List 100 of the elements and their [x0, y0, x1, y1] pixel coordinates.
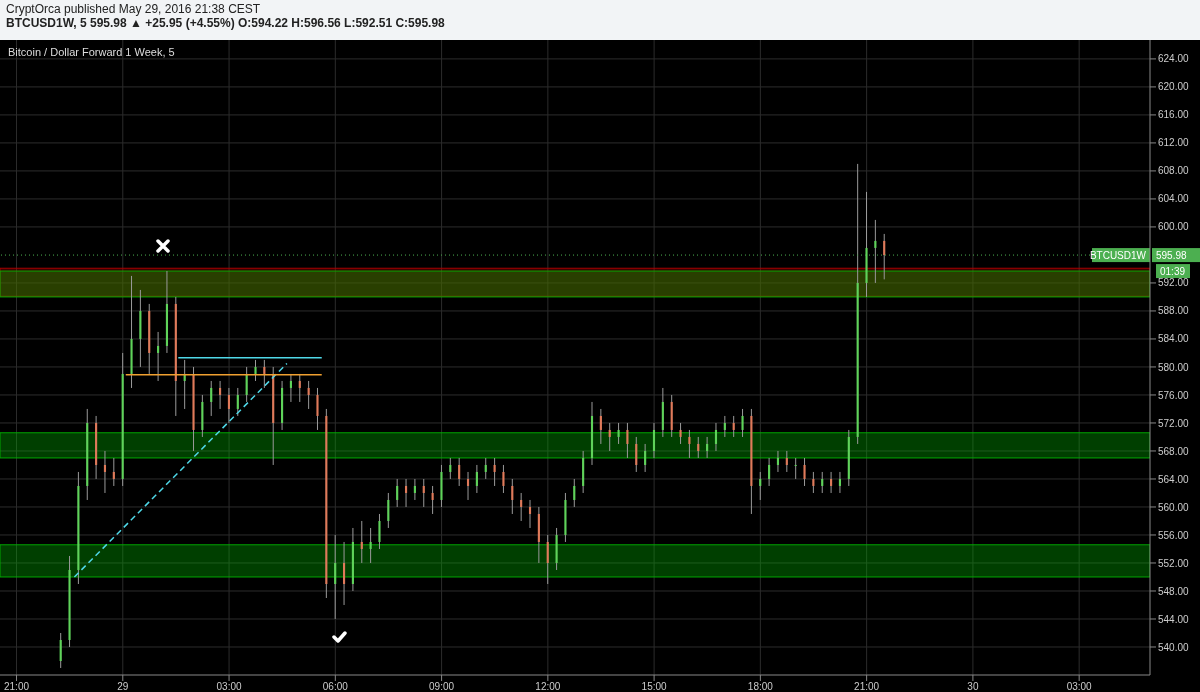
candlestick [573, 478, 576, 508]
candlestick [378, 513, 381, 550]
candlestick [741, 408, 744, 438]
candlestick [803, 457, 806, 487]
y-tick-label: 576.00 [1158, 389, 1190, 401]
x-tick-label: 12:00 [535, 681, 561, 692]
candlestick [617, 422, 620, 445]
candlestick [706, 436, 709, 459]
y-tick-label: 548.00 [1158, 585, 1190, 597]
candlestick [466, 471, 470, 501]
y-tick-label: 540.00 [1158, 641, 1190, 653]
y-tick-label: 572.00 [1158, 417, 1190, 429]
x-tick-label: 06:00 [322, 681, 349, 692]
y-tick-label: 564.00 [1158, 473, 1190, 485]
candlestick [475, 464, 478, 494]
y-tick-label: 588.00 [1158, 305, 1190, 317]
candlestick [103, 450, 107, 494]
candlestick [697, 436, 700, 459]
y-tick-label: 560.00 [1158, 501, 1190, 513]
candlestick [812, 471, 815, 494]
candlestick [635, 436, 638, 473]
candlestick [759, 471, 762, 501]
candlestick [263, 359, 266, 389]
candlestick [652, 422, 656, 459]
chart-subtitle: BTCUSD1W, 5 595.98 ▲ +25.95 (+4.55%) O:594.22 H:596.56 L:592.51 C:595.98 [6, 16, 446, 30]
candlestick [714, 422, 718, 452]
x-tick-label: 30 [967, 681, 979, 692]
candlestick [546, 534, 549, 585]
candlestick [227, 387, 230, 424]
candlestick [369, 527, 372, 564]
y-tick-label: 620.00 [1158, 81, 1190, 93]
candlestick [316, 387, 319, 431]
text: 595.98 [1156, 250, 1188, 262]
candlestick [502, 464, 505, 494]
candlestick [157, 331, 160, 382]
candlestick [511, 478, 514, 515]
x-tick-label: 03:00 [216, 681, 242, 692]
candlestick [883, 233, 886, 280]
candlestick [874, 219, 877, 284]
candlestick [360, 520, 363, 564]
candlestick [528, 499, 532, 529]
candlestick [404, 478, 408, 508]
candlestick [413, 478, 416, 501]
y-tick-label: 568.00 [1158, 445, 1190, 457]
y-tick-label: 592.00 [1158, 277, 1190, 289]
candlestick [688, 429, 691, 459]
x-tick-label: 29 [117, 681, 129, 692]
x-tick-label: 18:00 [747, 681, 774, 692]
candlestick [307, 380, 310, 410]
candlestick [838, 471, 842, 494]
y-tick-label: 600.00 [1158, 221, 1190, 233]
candlestick [387, 492, 390, 529]
candlestick [236, 387, 239, 417]
candlestick [449, 457, 452, 480]
text: 01:39 [1160, 266, 1186, 278]
x-tick-label: 21:00 [854, 681, 880, 692]
x-tick-label: 09:00 [429, 681, 455, 692]
candlestick [342, 541, 346, 606]
x-tick-label: 15:00 [641, 681, 668, 692]
x-tick-label: 03:00 [1066, 681, 1093, 692]
candlestick [431, 485, 434, 515]
y-tick-label: 624.00 [1158, 53, 1190, 65]
candlestick [289, 373, 292, 403]
candlestick [768, 457, 771, 487]
y-tick-label: 580.00 [1158, 361, 1190, 373]
text: Bitcoin / Dollar Forward 1 Week, 5 [8, 46, 175, 58]
candlestick [422, 478, 425, 508]
y-tick-label: 616.00 [1158, 109, 1190, 121]
candlestick [298, 373, 301, 403]
y-tick-label: 544.00 [1158, 613, 1190, 625]
text: CryptOrca published May 29, 2016 21:38 CEST [6, 2, 262, 16]
y-tick-label: 608.00 [1158, 165, 1190, 177]
candlestick [644, 443, 647, 473]
candlestick [794, 457, 797, 480]
y-tick-label: 612.00 [1158, 137, 1190, 149]
candlestick [626, 422, 629, 459]
y-tick-label: 584.00 [1158, 333, 1190, 345]
candlestick [334, 534, 337, 620]
y-tick-label: 604.00 [1158, 193, 1190, 205]
candlestick [493, 457, 496, 487]
candlestick [59, 632, 62, 669]
candlestick [396, 478, 399, 508]
candlestick [723, 415, 726, 438]
candlestick [599, 408, 602, 445]
candlestick [210, 380, 213, 417]
y-tick-label: 552.00 [1158, 557, 1190, 569]
candlestick [732, 415, 735, 438]
candlestick [484, 457, 487, 480]
candlestick [112, 457, 115, 487]
candlestick [679, 422, 682, 445]
candlestick [219, 380, 222, 410]
candlestick [458, 457, 461, 487]
x-tick-label: 21:00 [4, 681, 30, 692]
candlestick [785, 450, 788, 473]
candlestick [776, 450, 780, 473]
candlestick [830, 471, 833, 494]
candlestick [254, 359, 257, 382]
candlestick [821, 471, 824, 494]
y-tick-label: 556.00 [1158, 529, 1190, 541]
candlestick [520, 492, 523, 522]
